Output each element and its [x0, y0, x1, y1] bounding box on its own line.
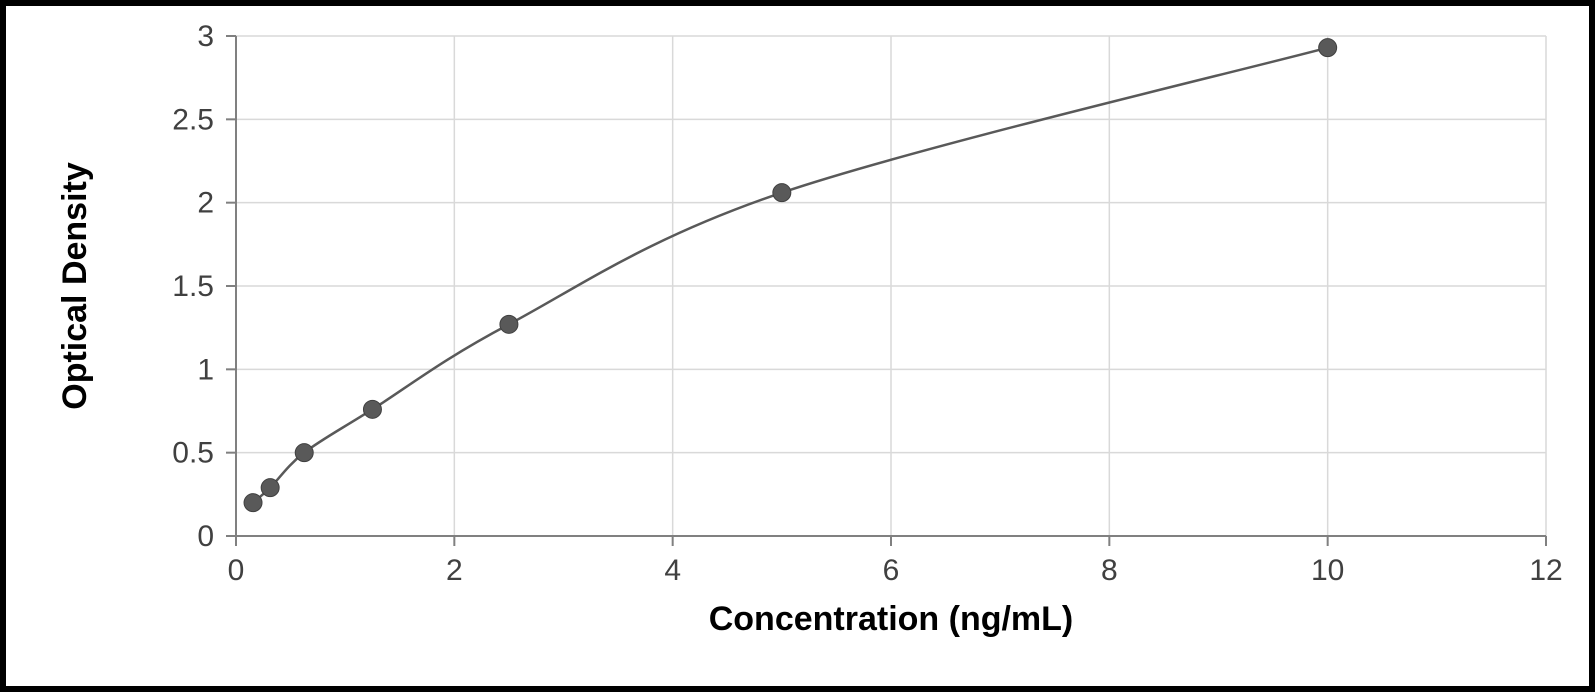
x-axis-title: Concentration (ng/mL)	[709, 600, 1074, 638]
od-vs-concentration-chart: 0 2 4 6 8 10 12 0 0.5 1 1.5 2 2.5 3 Concentration (ng/…	[6, 6, 1589, 686]
y-tick-label: 2.5	[172, 103, 214, 136]
data-point	[773, 184, 791, 202]
y-tick-label: 1.5	[172, 270, 214, 303]
x-tick-label: 10	[1311, 554, 1344, 587]
data-point	[261, 479, 279, 497]
data-point	[500, 315, 518, 333]
y-tick-label: 0	[197, 520, 214, 553]
y-tick-label: 0.5	[172, 437, 214, 470]
x-tick-label: 12	[1529, 554, 1562, 587]
y-tick-label: 1	[197, 353, 214, 386]
x-tick-label: 0	[228, 554, 245, 587]
x-tick-label: 8	[1101, 554, 1118, 587]
data-point	[295, 444, 313, 462]
x-tick-label: 2	[446, 554, 463, 587]
data-point	[244, 494, 262, 512]
y-axis-title: Optical Density	[56, 162, 94, 410]
y-tick-label: 2	[197, 187, 214, 220]
data-point	[1319, 39, 1337, 57]
x-tick-label: 4	[664, 554, 681, 587]
data-point	[363, 400, 381, 418]
y-tick-label: 3	[197, 20, 214, 53]
x-tick-label: 6	[883, 554, 900, 587]
chart-frame: 0 2 4 6 8 10 12 0 0.5 1 1.5 2 2.5 3 Concentration (ng/…	[0, 0, 1595, 692]
